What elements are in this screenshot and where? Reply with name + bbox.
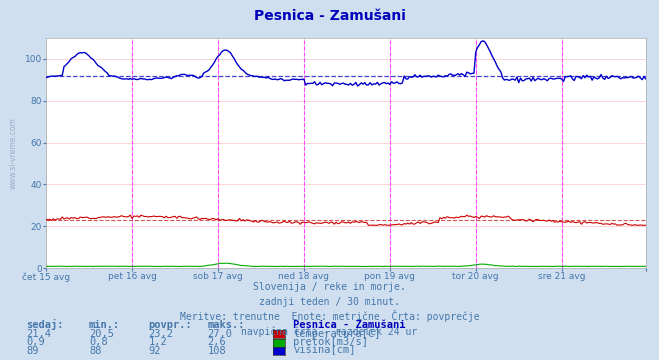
Text: 88: 88 — [89, 346, 101, 356]
Text: zadnji teden / 30 minut.: zadnji teden / 30 minut. — [259, 297, 400, 307]
Text: pretok[m3/s]: pretok[m3/s] — [293, 337, 368, 347]
Text: navpična črta - razdelek 24 ur: navpična črta - razdelek 24 ur — [241, 327, 418, 337]
Text: 2,6: 2,6 — [208, 337, 226, 347]
Text: maks.:: maks.: — [208, 320, 245, 330]
Text: www.si-vreme.com: www.si-vreme.com — [9, 117, 18, 189]
Text: Meritve: trenutne  Enote: metrične  Črta: povprečje: Meritve: trenutne Enote: metrične Črta: … — [180, 310, 479, 322]
Text: povpr.:: povpr.: — [148, 320, 192, 330]
Text: 0,8: 0,8 — [89, 337, 107, 347]
Text: Pesnica - Zamušani: Pesnica - Zamušani — [293, 320, 406, 330]
Text: temperatura[C]: temperatura[C] — [293, 329, 381, 339]
Text: 1,2: 1,2 — [148, 337, 167, 347]
Text: Slovenija / reke in morje.: Slovenija / reke in morje. — [253, 282, 406, 292]
Text: 27,0: 27,0 — [208, 329, 233, 339]
Text: 23,2: 23,2 — [148, 329, 173, 339]
Text: 21,4: 21,4 — [26, 329, 51, 339]
Text: 89: 89 — [26, 346, 39, 356]
Text: min.:: min.: — [89, 320, 120, 330]
Text: 20,5: 20,5 — [89, 329, 114, 339]
Text: 0,9: 0,9 — [26, 337, 45, 347]
Text: 92: 92 — [148, 346, 161, 356]
Text: 108: 108 — [208, 346, 226, 356]
Text: sedaj:: sedaj: — [26, 319, 64, 330]
Text: Pesnica - Zamušani: Pesnica - Zamušani — [254, 9, 405, 23]
Text: višina[cm]: višina[cm] — [293, 345, 356, 356]
